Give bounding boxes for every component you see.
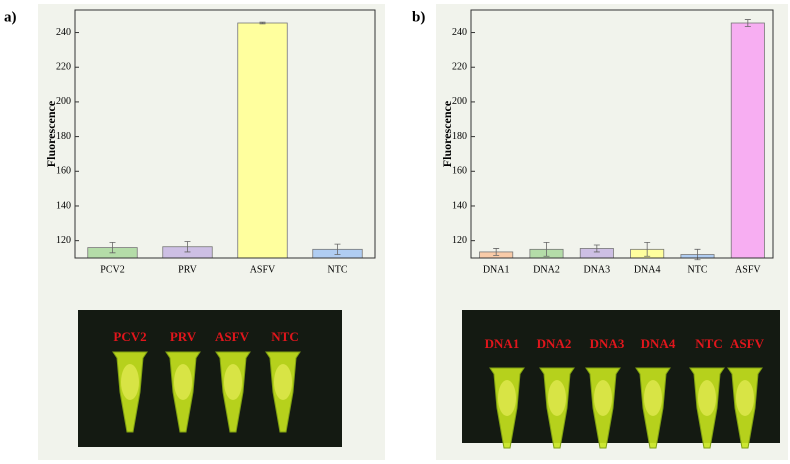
y-axis-label: Fluorescence — [440, 100, 454, 167]
y-tick-label: 160 — [56, 166, 71, 177]
y-tick-label: 160 — [452, 166, 467, 177]
tube-glow — [548, 380, 566, 416]
x-tick-label: DNA3 — [583, 264, 610, 275]
error-bar — [493, 248, 500, 256]
error-bar — [744, 19, 751, 27]
tube-glow — [224, 364, 242, 400]
y-axis-label: Fluorescence — [44, 100, 58, 167]
y-tick-label: 180 — [452, 131, 467, 142]
bar — [730, 22, 765, 259]
tube-glow — [644, 380, 662, 416]
tube-glow — [174, 364, 192, 400]
x-tick-label: ASFV — [735, 264, 761, 275]
error-bar — [259, 21, 266, 25]
tube-glow — [498, 380, 516, 416]
axes-frame — [470, 9, 774, 259]
error-bar — [644, 241, 651, 257]
panel-label: b) — [412, 9, 425, 25]
tube-glow — [594, 380, 612, 416]
y-tick-label: 220 — [56, 62, 71, 73]
y-tick-label: 220 — [452, 62, 467, 73]
bar — [237, 22, 288, 259]
photo-label: NTC — [271, 329, 298, 344]
photo-label: DNA2 — [537, 336, 572, 351]
x-tick-label: ASFV — [250, 264, 276, 275]
panel-label: a) — [4, 9, 17, 25]
photo-label: NTC — [695, 336, 722, 351]
x-tick-label: DNA4 — [634, 264, 661, 275]
photo-label: DNA1 — [485, 336, 520, 351]
tube-glow — [121, 364, 139, 400]
y-tick-label: 200 — [452, 96, 467, 107]
tube-glow — [274, 364, 292, 400]
x-tick-label: NTC — [328, 264, 348, 275]
y-tick-label: 140 — [452, 200, 467, 211]
error-bar — [543, 241, 550, 257]
y-tick-label: 140 — [56, 200, 71, 211]
error-bar — [109, 241, 116, 254]
photo-label: PCV2 — [113, 329, 146, 344]
y-tick-label: 120 — [56, 235, 71, 246]
x-tick-label: PRV — [178, 264, 197, 275]
x-tick-label: DNA2 — [533, 264, 560, 275]
y-tick-label: 120 — [452, 235, 467, 246]
error-bar — [184, 241, 191, 253]
x-tick-label: PCV2 — [100, 264, 124, 275]
tube-glow — [736, 380, 754, 416]
tube-glow — [698, 380, 716, 416]
photo-label: ASFV — [730, 336, 765, 351]
error-bar — [593, 244, 600, 253]
axes-frame — [74, 9, 376, 259]
photo-label: DNA4 — [641, 336, 676, 351]
y-tick-label: 180 — [56, 131, 71, 142]
y-tick-label: 200 — [56, 96, 71, 107]
x-tick-label: NTC — [688, 264, 708, 275]
photo-label: PRV — [170, 329, 197, 344]
photo-label: ASFV — [215, 329, 250, 344]
error-bar — [334, 243, 341, 255]
x-tick-label: DNA1 — [483, 264, 510, 275]
y-tick-label: 240 — [452, 27, 467, 38]
photo-label: DNA3 — [590, 336, 625, 351]
y-tick-label: 240 — [56, 27, 71, 38]
